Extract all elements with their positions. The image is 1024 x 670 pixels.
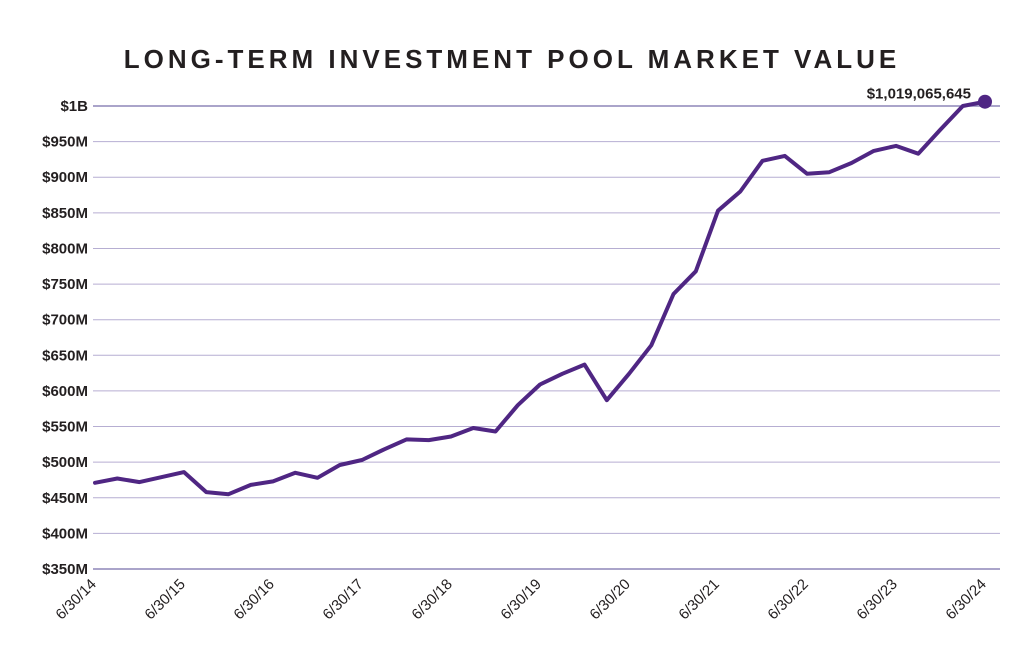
y-tick-label: $900M <box>42 169 88 186</box>
x-tick-label: 6/30/19 <box>497 576 544 623</box>
x-axis-ticks: 6/30/14 6/30/15 6/30/16 6/30/17 6/30/18 6/30/… <box>52 576 989 623</box>
y-tick-label: $500M <box>42 454 88 471</box>
y-tick-label: $750M <box>42 276 88 293</box>
end-point-marker <box>978 94 992 109</box>
x-tick-label: 6/30/14 <box>52 576 99 623</box>
y-tick-label: $700M <box>42 312 88 329</box>
y-tick-label: $950M <box>42 134 88 151</box>
annotation-layer: $1,019,065,645 <box>867 86 992 109</box>
y-tick-label: $350M <box>42 561 88 578</box>
x-tick-label: 6/30/15 <box>141 576 188 623</box>
x-tick-label: 6/30/18 <box>408 576 455 623</box>
x-tick-label: 6/30/17 <box>319 576 366 623</box>
y-tick-label: $600M <box>42 383 88 400</box>
y-tick-label: $800M <box>42 240 88 257</box>
series-layer <box>93 99 987 497</box>
x-tick-label: 6/30/24 <box>942 576 989 623</box>
y-axis-ticks: $350M $400M $450M $500M $550M $600M $650M $700M… <box>42 98 88 578</box>
y-tick-label: $650M <box>42 347 88 364</box>
x-tick-label: 6/30/23 <box>853 576 900 623</box>
y-tick-label: $550M <box>42 419 88 436</box>
x-tick-label: 6/30/16 <box>230 576 277 623</box>
x-tick-label: 6/30/21 <box>675 576 722 623</box>
x-tick-label: 6/30/20 <box>586 576 633 623</box>
y-tick-label: $1B <box>60 98 88 115</box>
gridlines <box>93 105 1000 570</box>
series-line <box>93 99 987 497</box>
y-tick-label: $450M <box>42 490 88 507</box>
y-tick-label: $400M <box>42 525 88 542</box>
chart-title: LONG-TERM INVESTMENT POOL MARKET VALUE <box>123 44 901 74</box>
data-label: $1,019,065,645 <box>867 86 971 103</box>
x-tick-label: 6/30/22 <box>764 576 811 623</box>
y-tick-label: $850M <box>42 205 88 222</box>
